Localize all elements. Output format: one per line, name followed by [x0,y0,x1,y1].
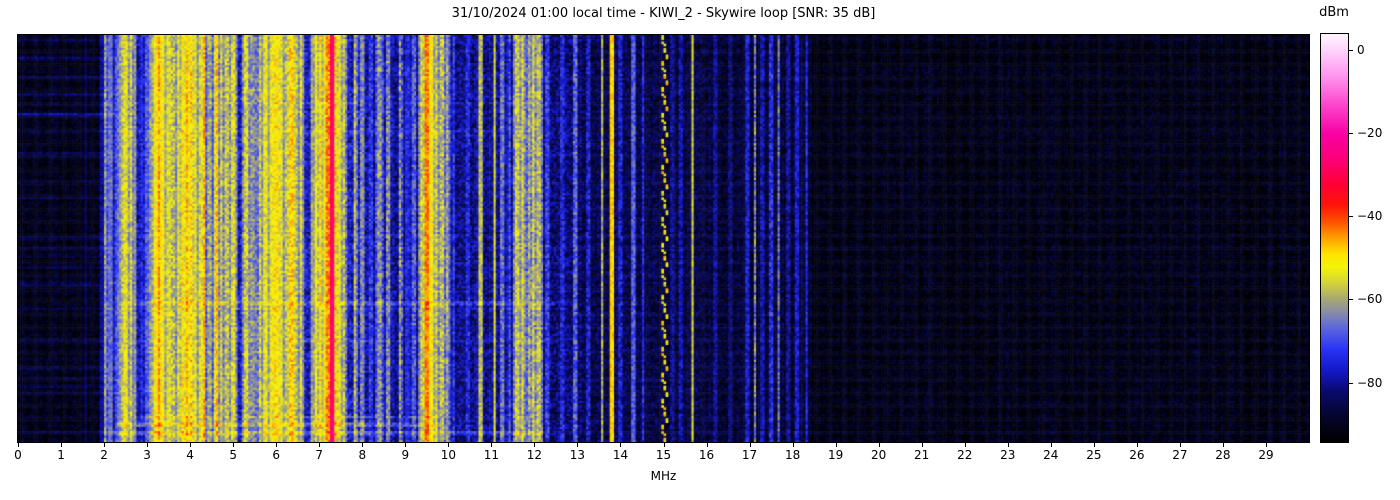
x-tick [835,443,837,447]
x-tick-label: 10 [440,448,456,462]
x-tick [1007,443,1009,447]
x-tick-label: 1 [57,448,65,462]
colorbar-canvas [1321,34,1348,442]
plot-area [17,34,1310,443]
x-tick-label: 4 [186,448,194,462]
x-tick [921,443,923,447]
colorbar-tick-label: −40 [1357,209,1383,224]
x-tick [448,443,450,447]
x-tick [1136,443,1138,447]
x-tick-label: 16 [698,448,715,462]
colorbar-tick-label: −20 [1357,125,1383,140]
x-tick-label: 17 [741,448,758,462]
x-tick-label: 23 [1000,448,1016,462]
colorbar [1320,33,1349,443]
x-tick [706,443,708,447]
x-tick-label: 11 [483,448,499,462]
colorbar-tick [1349,382,1353,384]
x-tick [577,443,579,447]
x-tick-label: 2 [100,448,108,462]
x-tick-label: 15 [655,448,672,462]
x-tick-label: 6 [272,448,280,462]
x-tick [792,443,794,447]
x-tick [964,443,966,447]
x-tick [233,443,235,447]
x-tick [362,443,364,447]
x-tick-label: 27 [1172,448,1188,462]
x-tick [147,443,149,447]
colorbar-tick [1349,216,1353,218]
x-tick [534,443,536,447]
x-tick-label: 20 [871,448,887,462]
x-tick-label: 0 [14,448,22,462]
x-tick [190,443,192,447]
x-tick [1093,443,1095,447]
x-tick [620,443,622,447]
x-tick [61,443,63,447]
x-tick [1265,443,1267,447]
x-tick-label: 3 [143,448,151,462]
colorbar-tick [1349,49,1353,51]
x-tick-label: 13 [569,448,586,462]
x-tick-label: 5 [229,448,237,462]
x-tick [104,443,106,447]
x-tick-label: 29 [1258,448,1274,462]
chart-title: 31/10/2024 01:00 local time - KIWI_2 - S… [451,6,876,21]
spectrogram-canvas [18,35,1309,442]
x-tick [749,443,751,447]
x-tick [405,443,407,447]
x-tick [319,443,321,447]
x-tick-label: 26 [1129,448,1145,462]
x-tick [1179,443,1181,447]
x-tick [18,443,19,447]
x-tick-label: 24 [1043,448,1059,462]
x-tick [1222,443,1224,447]
x-tick-label: 12 [526,448,543,462]
x-tick-label: 8 [358,448,367,462]
x-tick-label: 14 [612,448,629,462]
x-tick-label: 28 [1215,448,1231,462]
x-tick [1050,443,1052,447]
x-tick-label: 25 [1086,448,1102,462]
colorbar-tick [1349,132,1353,134]
colorbar-tick-label: 0 [1357,42,1365,57]
colorbar-tick [1349,299,1353,301]
x-tick [276,443,278,447]
colorbar-label: dBm [1319,5,1349,20]
x-tick-label: 18 [784,448,801,462]
colorbar-tick-label: −60 [1357,292,1383,307]
colorbar-tick-label: −80 [1357,375,1383,390]
x-tick [663,443,665,447]
x-tick [491,443,493,447]
x-axis-label: MHz [650,469,677,483]
x-tick [878,443,880,447]
x-tick-label: 19 [827,448,844,462]
x-tick-label: 7 [315,448,324,462]
x-tick-label: 9 [401,448,410,462]
x-tick-label: 22 [957,448,973,462]
x-tick-label: 21 [914,448,930,462]
